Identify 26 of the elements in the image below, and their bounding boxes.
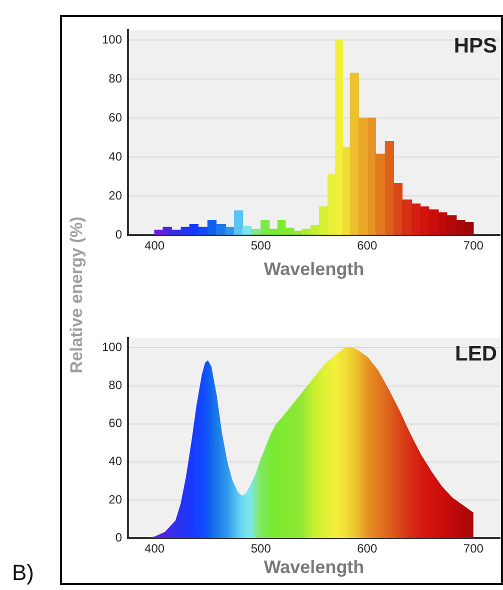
y-tick-label: 80 [108,71,122,86]
y-tick-label: 60 [108,416,122,430]
chart-title: LED [455,342,497,366]
chart-title: HPS [454,34,497,58]
x-axis-title: Wavelength [264,259,364,280]
y-tick-label: 100 [102,340,122,354]
y-tick-label: 40 [108,454,122,468]
y-tick-label: 40 [108,149,122,164]
y-axis-title: Relative energy (%) [67,216,87,376]
x-tick-label: 700 [463,238,484,253]
x-tick-label: 700 [463,542,484,556]
y-tick-label: 20 [108,492,122,506]
x-tick-label: 400 [144,238,165,253]
x-tick-label: 600 [357,238,378,253]
y-tick-label: 80 [108,378,122,392]
y-tick-label: 0 [115,227,122,242]
x-tick-label: 400 [144,542,165,556]
x-tick-label: 600 [357,542,378,556]
y-tick-label: 60 [108,110,122,124]
x-tick-label: 500 [250,542,272,556]
x-tick-label: 500 [250,238,272,253]
x-axis-title: Wavelength [264,557,364,578]
text: B) [12,560,34,586]
y-tick-label: 20 [108,188,122,202]
y-tick-label: 0 [115,530,122,544]
y-tick-label: 100 [102,32,122,46]
